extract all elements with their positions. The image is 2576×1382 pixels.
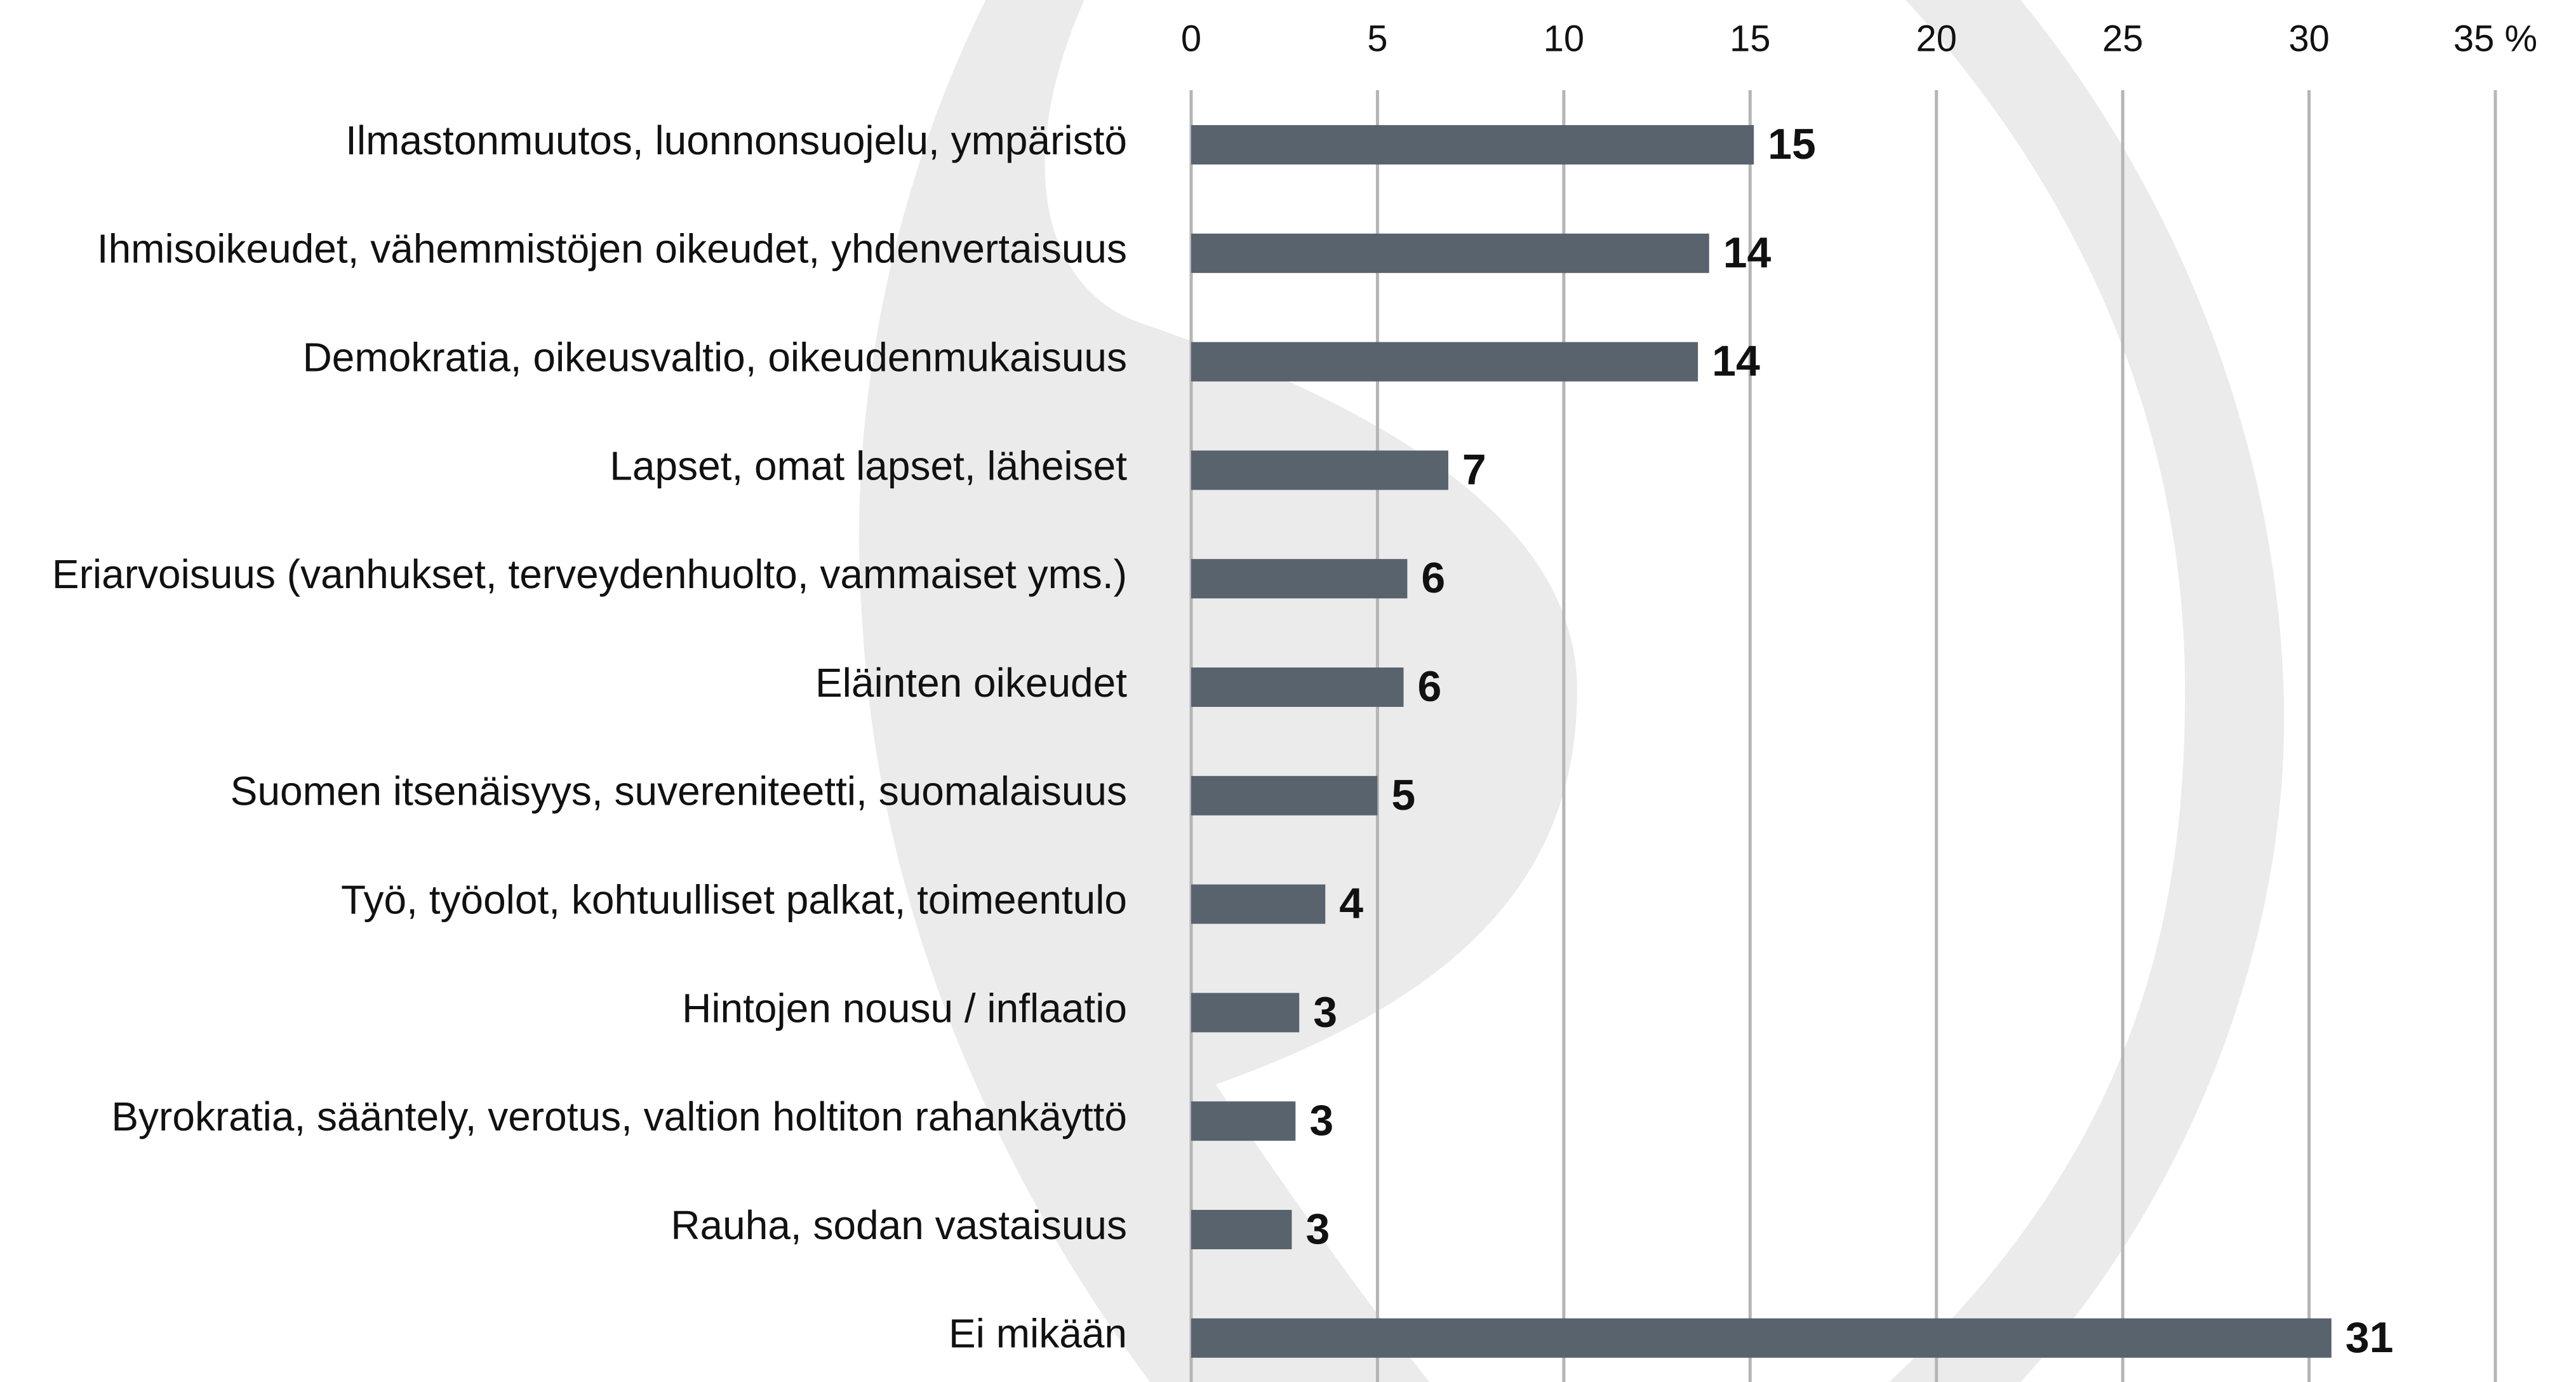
bar [1191,1101,1296,1141]
category-label: Suomen itsenäisyys, suvereniteetti, suom… [230,768,1127,814]
category-label: Lapset, omat lapset, läheiset [610,443,1127,488]
bar [1191,233,1709,273]
bar [1191,668,1404,707]
category-label: Ei mikään [949,1311,1127,1357]
category-label: Työ, työolot, kohtuulliset palkat, toime… [341,877,1127,923]
value-label: 6 [1418,662,1442,711]
x-tick-label: 10 [1544,18,1585,59]
category-label: Demokratia, oikeusvaltio, oikeudenmukais… [303,335,1127,380]
bar [1191,775,1378,815]
category-label: Ilmastonmuutos, luonnonsuojelu, ympärist… [345,117,1127,163]
category-label: Rauha, sodan vastaisuus [671,1202,1127,1248]
bar [1191,559,1408,599]
value-label: 31 [2346,1313,2394,1362]
x-tick-label: 5 [1367,18,1387,59]
bar [1191,1210,1292,1249]
category-label: Eriarvoisuus (vanhukset, terveydenhuolto… [52,551,1127,597]
category-label: Hintojen nousu / inflaatio [682,985,1127,1031]
bar [1191,342,1698,382]
x-tick-label: 25 [2102,18,2144,59]
category-label: Ihmisoikeudet, vähemmistöjen oikeudet, y… [97,226,1127,272]
x-tick-label: 0 [1181,18,1201,59]
x-tick-label: 30 [2288,18,2330,59]
value-label: 3 [1313,988,1337,1036]
category-label: Byrokratia, sääntely, verotus, valtion h… [111,1094,1127,1139]
category-label: Eläinten oikeudet [815,660,1127,706]
x-tick-label: 15 [1730,18,1771,59]
value-label: 7 [1462,445,1486,493]
bar [1191,450,1448,490]
value-label: 14 [1723,229,1772,277]
value-label: 15 [1768,120,1816,168]
bar [1191,993,1300,1033]
value-label: 5 [1391,771,1415,819]
value-label: 4 [1339,880,1363,928]
x-tick-label: 20 [1916,18,1957,59]
x-tick-label: 35 % [2453,18,2537,59]
value-label: 3 [1305,1205,1330,1253]
value-label: 3 [1309,1096,1333,1144]
value-label: 14 [1712,337,1760,386]
bar [1191,884,1326,924]
bar [1191,125,1754,164]
bar [1191,1318,2332,1358]
value-label: 6 [1421,554,1445,602]
